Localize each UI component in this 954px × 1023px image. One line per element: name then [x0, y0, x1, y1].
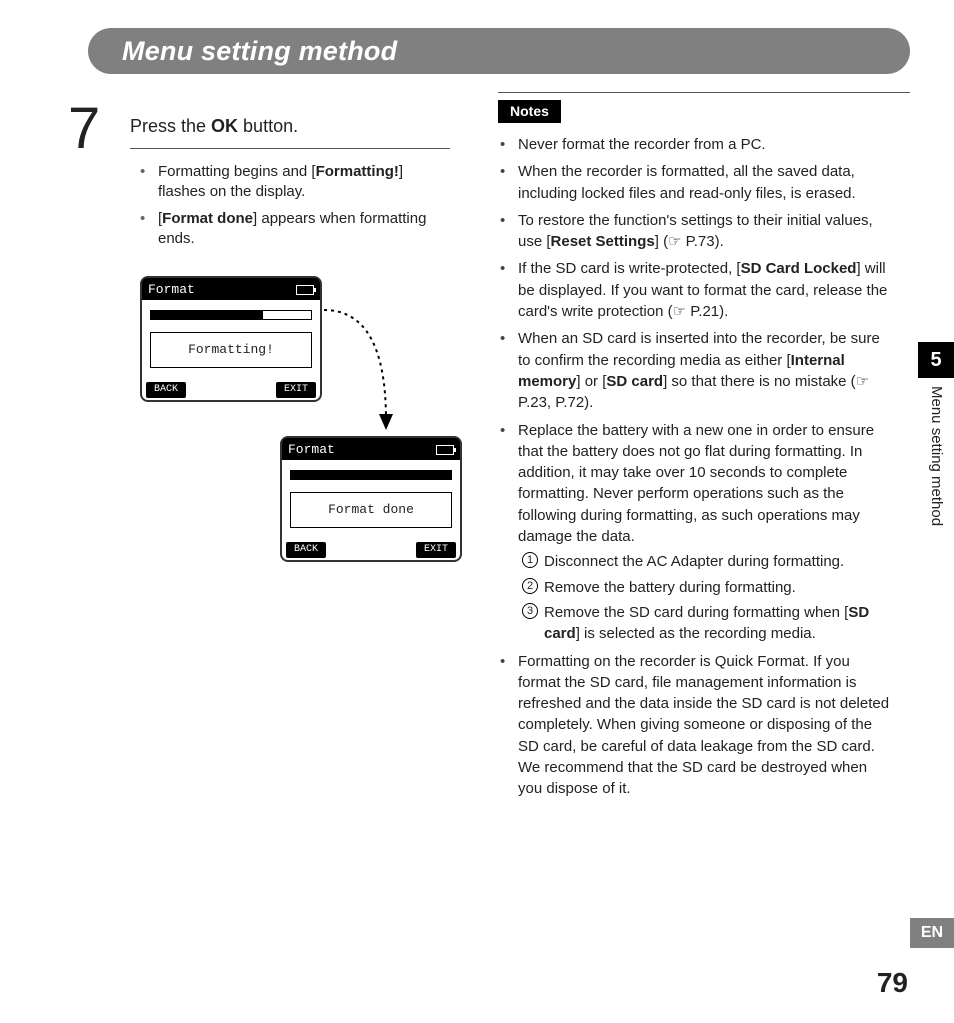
lcd-title: Format [288, 441, 335, 459]
circled-number-icon: 1 [522, 552, 538, 568]
lcd-title: Format [148, 281, 195, 299]
arrow-icon [316, 290, 406, 450]
step-number: 7 [68, 90, 100, 168]
notes-list: Never format the recorder from a PC. When… [498, 134, 894, 806]
list-item: Never format the recorder from a PC. [498, 134, 894, 155]
page-number: 79 [877, 964, 908, 1002]
progress-bar [290, 470, 452, 480]
sub-list-item: 1Disconnect the AC Adapter during format… [522, 551, 894, 572]
lcd-footer: BACK EXIT [282, 542, 460, 560]
list-item: Formatting on the recorder is Quick Form… [498, 651, 894, 800]
page-title: Menu setting method [122, 33, 397, 69]
step-instruction: Press the OK button. [130, 114, 450, 149]
step-text-prefix: Press the [130, 116, 211, 136]
lcd-header: Format [282, 438, 460, 460]
lcd-exit-button: EXIT [276, 382, 316, 398]
lcd-back-button: BACK [146, 382, 186, 398]
circled-number-icon: 3 [522, 603, 538, 619]
battery-icon [296, 285, 314, 295]
sub-list-item: 3Remove the SD card during formatting wh… [522, 602, 894, 645]
step-text-suffix: button. [238, 116, 298, 136]
list-item: Formatting begins and [Formatting!] flas… [140, 162, 450, 203]
notes-heading: Notes [498, 100, 561, 123]
lcd-footer: BACK EXIT [142, 382, 320, 400]
progress-bar [150, 310, 312, 320]
list-item: When the recorder is formatted, all the … [498, 161, 894, 204]
lcd-exit-button: EXIT [416, 542, 456, 558]
lcd-message: Format done [290, 492, 452, 528]
lcd-back-button: BACK [286, 542, 326, 558]
lcd-body: Formatting! [142, 300, 320, 382]
lcd-screen-done: Format Format done BACK EXIT [280, 436, 462, 562]
circled-number-icon: 2 [522, 578, 538, 594]
lcd-message: Formatting! [150, 332, 312, 368]
step-text-bold: OK [211, 116, 238, 136]
battery-icon [436, 445, 454, 455]
list-item: If the SD card is write-protected, [SD C… [498, 258, 894, 322]
step-bullet-list: Formatting begins and [Formatting!] flas… [140, 162, 450, 255]
list-item: When an SD card is inserted into the rec… [498, 328, 894, 413]
sub-list-item: 2Remove the battery during formatting. [522, 577, 894, 598]
lcd-header: Format [142, 278, 320, 300]
sub-list: 1Disconnect the AC Adapter during format… [518, 551, 894, 644]
lcd-body: Format done [282, 460, 460, 542]
list-item: Replace the battery with a new one in or… [498, 420, 894, 645]
divider [498, 92, 910, 93]
chapter-tab: 5 [918, 342, 954, 378]
lcd-screen-formatting: Format Formatting! BACK EXIT [140, 276, 322, 402]
list-item: [Format done] appears when formatting en… [140, 209, 450, 250]
side-section-label: Menu setting method [926, 386, 946, 606]
list-item: To restore the function's settings to th… [498, 210, 894, 253]
language-tab: EN [910, 918, 954, 948]
header-bar: Menu setting method [88, 28, 910, 74]
